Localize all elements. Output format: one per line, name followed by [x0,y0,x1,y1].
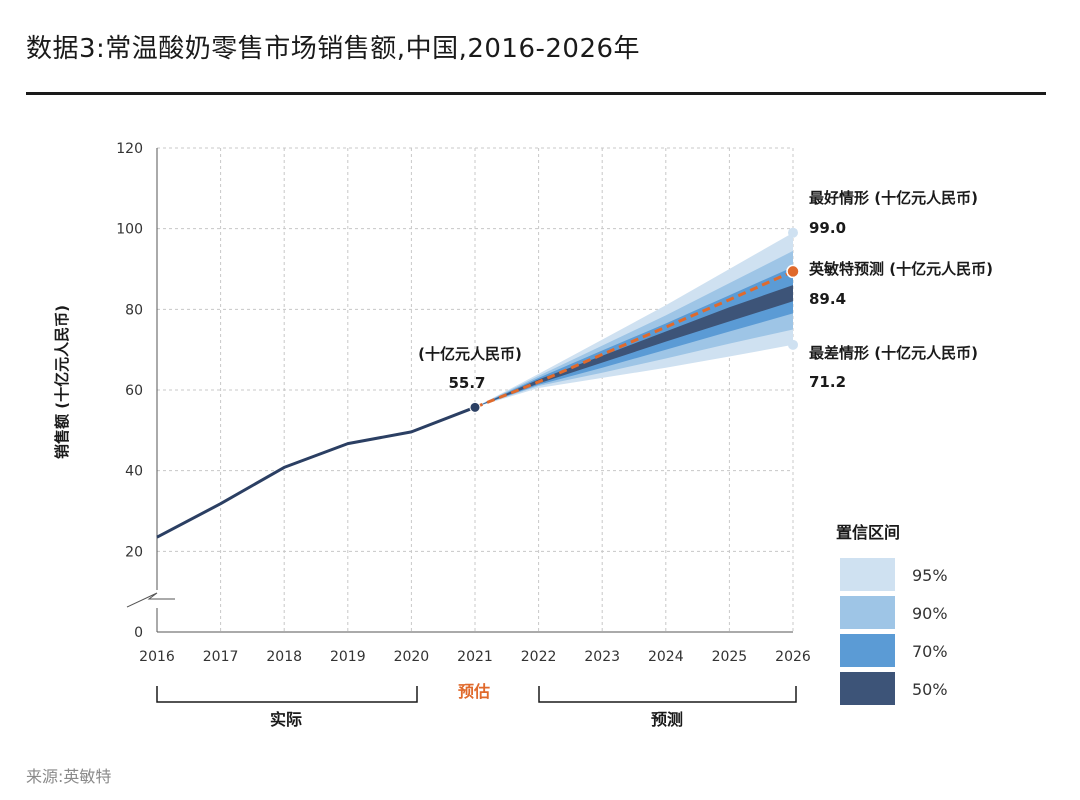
confidence-band-50 [475,285,793,408]
x-tick-label: 2018 [266,649,302,665]
x-tick-label: 2019 [330,649,366,665]
axes [126,148,793,633]
chart-title: 数据3:常温酸奶零售市场销售额,中国,2016-2026年 [26,34,641,64]
legend-swatch-70 [840,634,895,667]
title-divider [26,92,1046,95]
grid [157,147,794,632]
actual-sales-line [156,405,476,539]
best-case-label: 最好情形 (十亿元人民币) [809,189,978,207]
x-tick-label: 2023 [584,649,620,665]
legend-label: 95% [912,566,948,585]
x-tick-label: 2021 [457,649,493,665]
x-tick-label: 2022 [521,649,557,665]
x-tick-label: 2016 [139,649,175,665]
legend-label: 50% [912,680,948,699]
worst-case-value: 71.2 [809,373,846,391]
y-axis-label: 销售额 (十亿元人民币) [53,305,71,459]
point-2021-value: 55.7 [448,374,485,392]
point-2021-unit: (十亿元人民币) [418,345,522,363]
tick-labels: 0 20 40 60 80 100 120 2016 2017 2018 2019 2020 2021 2… [116,141,811,665]
confidence-band-70 [475,267,793,408]
legend: 95% 90% 70% 50% [840,558,948,705]
legend-label: 90% [912,604,948,623]
y-tick-label: 40 [125,464,143,480]
point-2021 [469,401,481,413]
x-tick-label: 2017 [203,649,239,665]
legend-label: 70% [912,642,948,661]
x-tick-label: 2025 [712,649,748,665]
y-tick-label: 80 [125,302,143,318]
worst-case-marker [788,339,798,350]
axis-break-marker [126,592,175,608]
forecast-end-marker [786,264,800,279]
actual-bracket [156,686,418,703]
y-tick-label: 20 [125,544,143,560]
x-tick-label: 2024 [648,649,684,665]
legend-title: 置信区间 [836,523,900,542]
y-tick-label: 100 [116,222,143,238]
mintel-forecast-label: 英敏特预测 (十亿元人民币) [809,260,993,278]
estimate-period-label: 预估 [458,682,490,701]
forecast-bracket [538,686,797,703]
confidence-bands [475,232,793,408]
x-tick-label: 2020 [394,649,430,665]
series-lines [156,227,800,539]
best-case-value: 99.0 [809,219,846,237]
worst-case-label: 最差情形 (十亿元人民币) [809,344,978,362]
y-tick-label: 0 [134,625,143,641]
forecast-period-label: 预测 [651,710,683,729]
actual-period-label: 实际 [270,710,302,729]
y-tick-label: 60 [125,383,143,399]
x-tick-label: 2026 [775,649,811,665]
best-case-marker [788,227,798,238]
forecast-line [474,270,794,409]
legend-swatch-95 [840,558,895,591]
legend-swatch-50 [840,672,895,705]
mintel-forecast-value: 89.4 [809,290,846,308]
y-tick-label: 120 [116,141,143,157]
legend-swatch-90 [840,596,895,629]
source-note: 来源:英敏特 [26,767,112,786]
